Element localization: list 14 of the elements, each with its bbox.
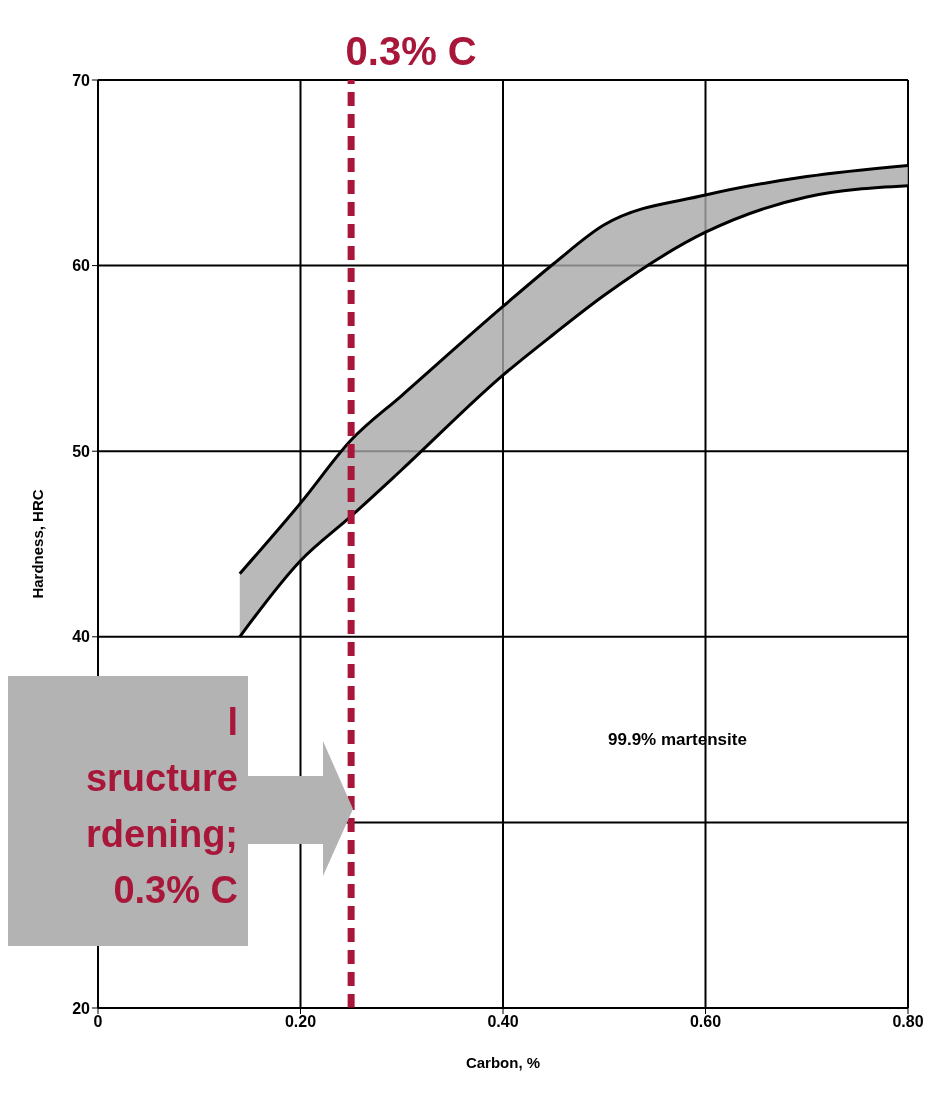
annotation: l sructure rdening; 0.3% C xyxy=(84,700,238,913)
y-tick-label: 40 xyxy=(72,628,91,646)
y-tick-label: 20 xyxy=(72,999,91,1017)
y-tick-label: 50 xyxy=(72,442,91,460)
y-axis-title: Hardness, HRC xyxy=(29,489,47,599)
ref-line-label: 0.3% C xyxy=(345,29,477,73)
x-tick-label: 0.40 xyxy=(487,1013,519,1031)
x-axis-title: Carbon, % xyxy=(465,1054,541,1071)
y-tick-label: 70 xyxy=(72,71,91,89)
y-tick-label: 60 xyxy=(72,257,91,275)
x-tick-label: 0.20 xyxy=(284,1013,317,1031)
x-tick-label: 0 xyxy=(93,1013,103,1031)
x-tick-label: 0.80 xyxy=(892,1013,924,1031)
x-tick-label: 0.60 xyxy=(689,1013,722,1031)
